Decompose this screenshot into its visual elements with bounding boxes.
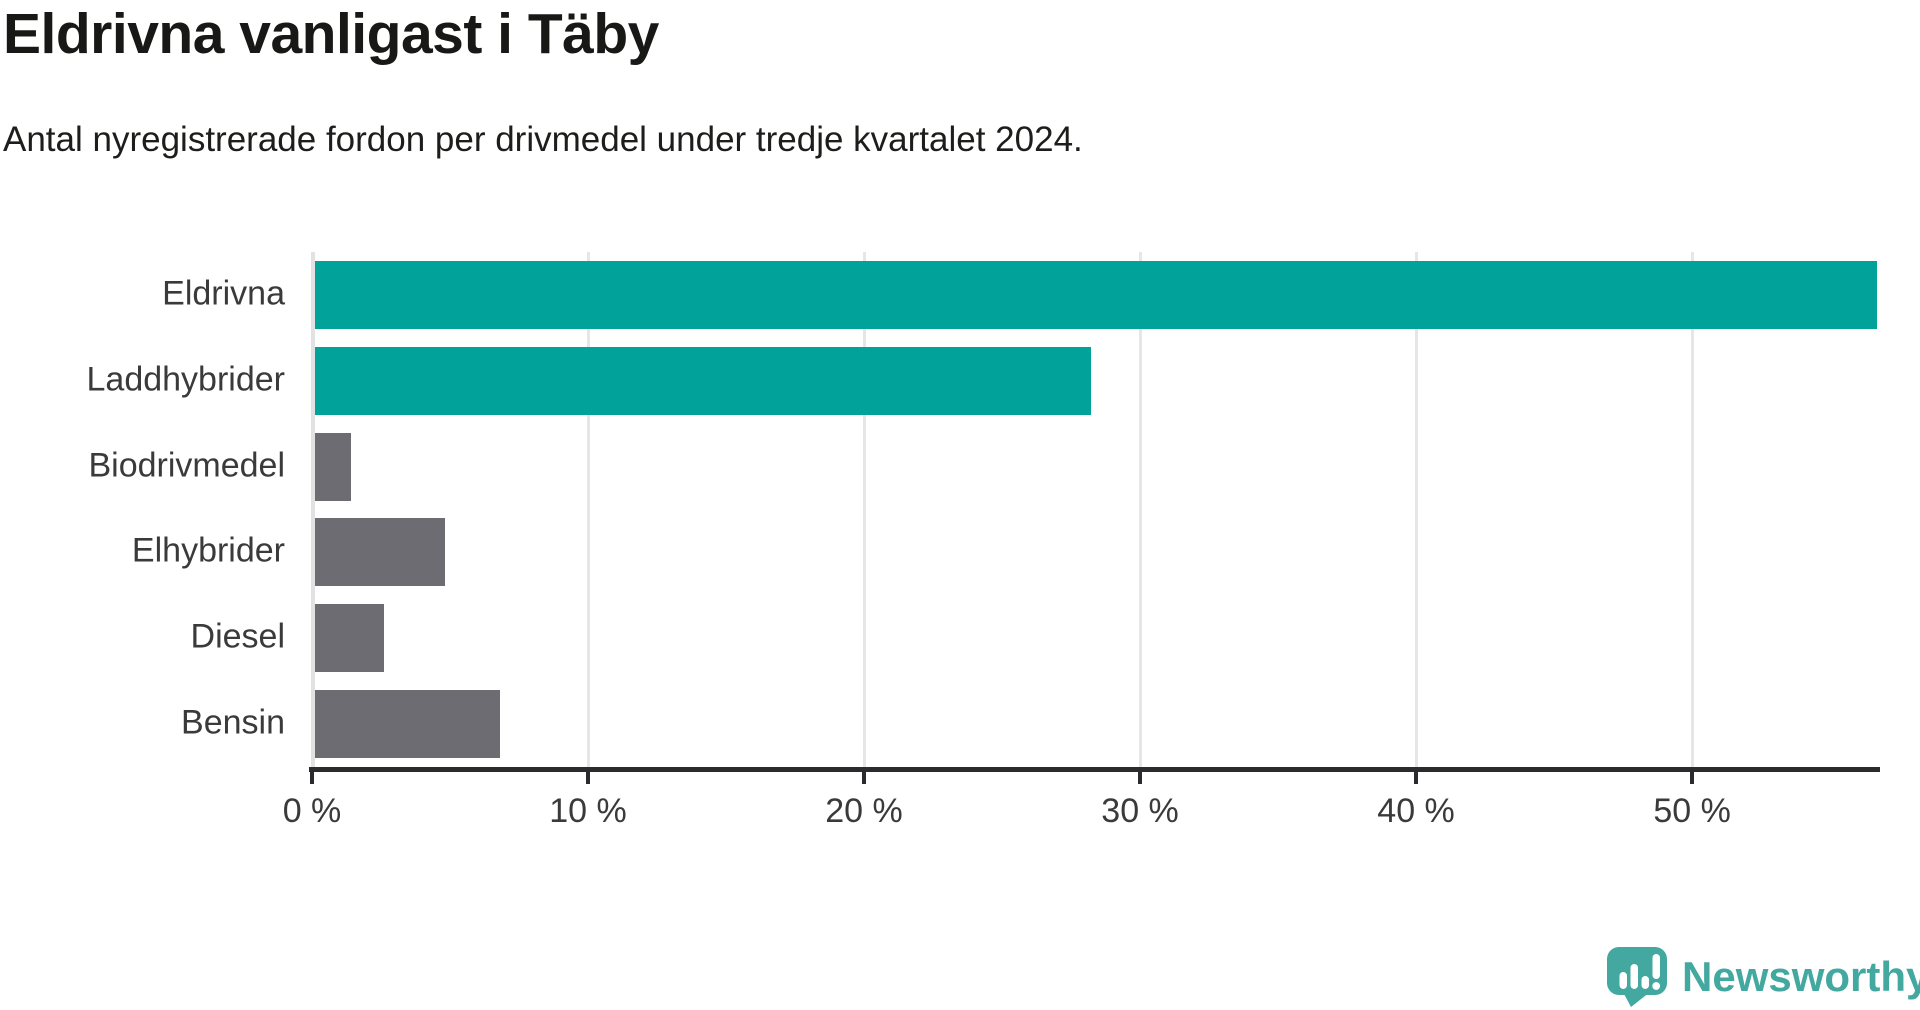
bar-laddhybrider — [315, 346, 1091, 415]
plot-area — [311, 252, 1878, 767]
x-tick-label-0: 0 % — [282, 792, 342, 830]
category-label-laddhybrider: Laddhybrider — [86, 360, 285, 399]
newsworthy-logo: Newsworthy — [1606, 946, 1920, 1008]
gridline-20 — [863, 252, 867, 767]
x-tick-40 — [1414, 772, 1419, 784]
bar-diesel — [315, 604, 384, 673]
x-tick-30 — [1138, 772, 1143, 784]
x-tick-50 — [1690, 772, 1695, 784]
category-label-eldrivna: Eldrivna — [162, 274, 285, 313]
bar-chart: Eldrivna Laddhybrider Biodrivmedel Elhybrid… — [0, 252, 1920, 852]
category-label-biodrivmedel: Biodrivmedel — [88, 446, 285, 485]
x-tick-20 — [862, 772, 867, 784]
bar-bensin — [315, 690, 500, 759]
gridline-50 — [1691, 252, 1695, 767]
gridline-10 — [587, 252, 590, 767]
y-axis-zero-line — [311, 252, 315, 767]
gridline-40 — [1415, 252, 1419, 767]
x-tick-10 — [586, 772, 590, 784]
page-title: Eldrivna vanligast i Täby — [3, 2, 659, 66]
x-tick-0 — [310, 772, 314, 784]
newsworthy-speech-bubble-chart-icon — [1607, 947, 1667, 1007]
x-tick-label-50: 50 % — [1653, 792, 1731, 830]
x-axis-line — [309, 767, 1880, 772]
bar-biodrivmedel — [315, 432, 351, 501]
newsworthy-logo-text: Newsworthy — [1682, 953, 1920, 1000]
x-tick-label-10: 10 % — [549, 792, 627, 830]
bar-eldrivna — [315, 260, 1878, 329]
category-label-diesel: Diesel — [190, 617, 285, 656]
category-label-elhybrider: Elhybrider — [131, 532, 285, 571]
category-label-bensin: Bensin — [181, 703, 285, 742]
x-tick-label-40: 40 % — [1377, 792, 1455, 830]
bar-elhybrider — [315, 518, 445, 587]
x-tick-label-20: 20 % — [825, 792, 903, 830]
x-tick-label-30: 30 % — [1101, 792, 1179, 830]
chart-subtitle: Antal nyregistrerade fordon per drivmede… — [3, 120, 1083, 159]
gridline-30 — [1139, 252, 1143, 767]
